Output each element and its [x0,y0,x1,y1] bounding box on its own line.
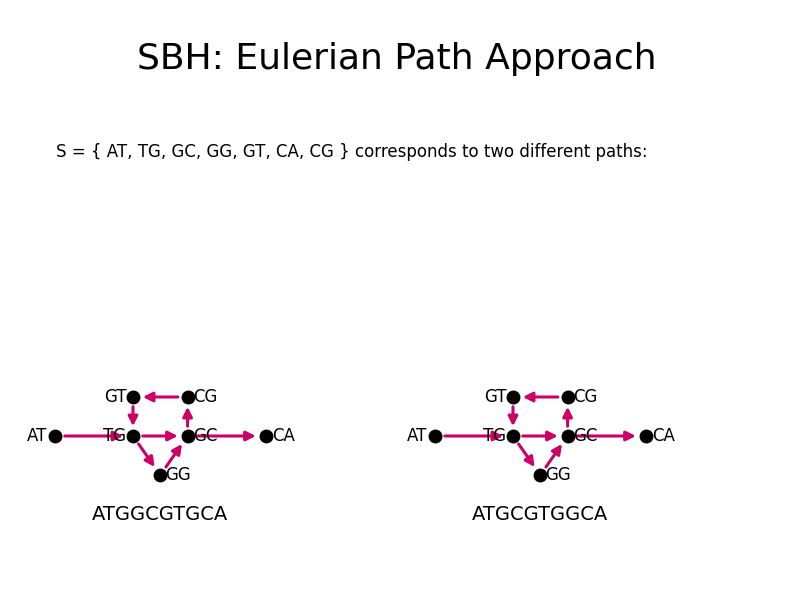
Text: CG: CG [194,388,218,406]
Text: ATGCGTGGCA: ATGCGTGGCA [472,505,608,524]
Text: CG: CG [573,388,598,406]
Text: GC: GC [194,427,218,445]
Text: AT: AT [27,427,47,445]
Text: TG: TG [103,427,126,445]
Text: GG: GG [165,466,191,484]
Text: CA: CA [652,427,675,445]
Text: GC: GC [573,427,598,445]
Text: S = { AT, TG, GC, GG, GT, CA, CG } corresponds to two different paths:: S = { AT, TG, GC, GG, GT, CA, CG } corre… [56,143,647,161]
Text: ATGGCGTGCA: ATGGCGTGCA [92,505,229,524]
Text: AT: AT [407,427,427,445]
Text: TG: TG [484,427,507,445]
Text: SBH: Eulerian Path Approach: SBH: Eulerian Path Approach [137,42,657,76]
Text: GG: GG [545,466,571,484]
Text: GT: GT [104,388,126,406]
Text: CA: CA [272,427,295,445]
Text: GT: GT [484,388,507,406]
